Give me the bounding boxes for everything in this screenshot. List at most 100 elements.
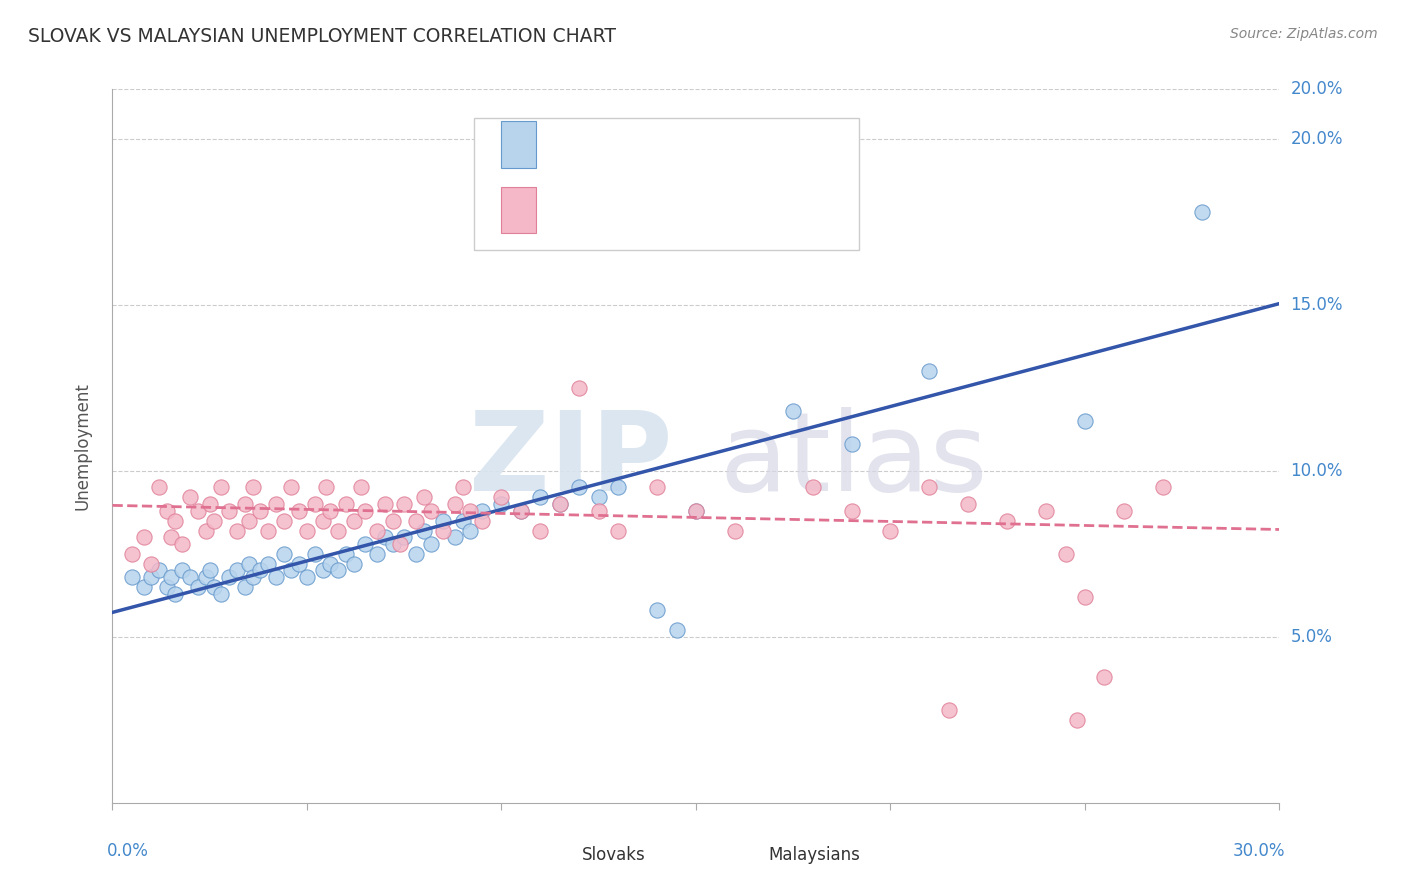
Point [392,530,416,544]
Point [319,557,342,571]
Text: Source: ZipAtlas.com: Source: ZipAtlas.com [1230,27,1378,41]
Point [782,198,804,212]
Text: 5.0%: 5.0% [1291,628,1333,646]
Point [1191,205,1213,219]
Text: Slovaks: Slovaks [582,846,645,863]
Point [381,514,404,528]
Point [588,504,610,518]
Point [443,530,465,544]
Point [218,570,240,584]
Point [249,504,271,518]
Point [1112,504,1135,518]
Point [724,524,747,538]
Point [607,524,630,538]
Text: 0.0%: 0.0% [107,842,149,860]
Point [588,491,610,505]
Point [198,564,221,578]
Point [405,514,427,528]
Point [326,564,349,578]
Point [412,524,434,538]
Point [665,624,688,638]
Text: N = 74: N = 74 [692,202,759,219]
Point [938,703,960,717]
Point [389,537,412,551]
Point [209,481,232,495]
Point [350,481,373,495]
Point [194,570,217,584]
Point [132,530,155,544]
Point [801,481,824,495]
Text: ZIP: ZIP [470,407,672,514]
Point [280,564,302,578]
Point [160,530,183,544]
Point [238,514,260,528]
Point [918,364,941,378]
Point [1074,414,1097,428]
Point [420,537,443,551]
Text: 30.0%: 30.0% [1233,842,1285,860]
Point [141,557,163,571]
FancyBboxPatch shape [533,841,574,869]
Point [354,504,377,518]
Point [311,564,333,578]
Point [141,570,163,584]
Point [257,524,280,538]
Point [491,497,513,511]
Point [918,481,941,495]
Point [762,171,785,186]
Point [374,530,396,544]
FancyBboxPatch shape [720,841,761,869]
Text: atlas: atlas [720,407,988,514]
Point [273,547,295,561]
Point [315,481,337,495]
Point [335,547,357,561]
Point [432,524,454,538]
Point [1035,504,1057,518]
Text: SLOVAK VS MALAYSIAN UNEMPLOYMENT CORRELATION CHART: SLOVAK VS MALAYSIAN UNEMPLOYMENT CORRELA… [28,27,616,45]
Point [202,514,225,528]
Point [343,557,366,571]
Point [420,504,443,518]
Point [264,570,287,584]
Point [381,537,404,551]
Text: R = 0.185: R = 0.185 [557,202,655,219]
Point [1092,670,1115,684]
Point [957,497,980,511]
Point [187,580,209,594]
Point [471,514,494,528]
Point [179,570,201,584]
Point [179,491,201,505]
Point [841,504,863,518]
Point [645,603,668,617]
Point [354,537,377,551]
Point [242,570,264,584]
Point [412,491,434,505]
Point [132,580,155,594]
Point [335,497,357,511]
Point [879,524,901,538]
Point [295,524,318,538]
Point [311,514,333,528]
Point [194,524,217,538]
Point [257,557,280,571]
Point [242,481,264,495]
Point [841,437,863,451]
Point [288,557,311,571]
Point [460,504,482,518]
Point [202,580,225,594]
Point [319,504,342,518]
Text: 10.0%: 10.0% [1291,462,1343,480]
Point [304,547,326,561]
Point [451,514,474,528]
Text: N = 61: N = 61 [692,136,759,153]
Point [273,514,295,528]
Point [607,481,630,495]
Point [509,504,531,518]
Point [432,514,454,528]
Point [209,587,232,601]
Point [233,497,256,511]
Point [451,481,474,495]
Point [295,570,318,584]
Point [148,564,170,578]
Text: 20.0%: 20.0% [1291,130,1343,148]
